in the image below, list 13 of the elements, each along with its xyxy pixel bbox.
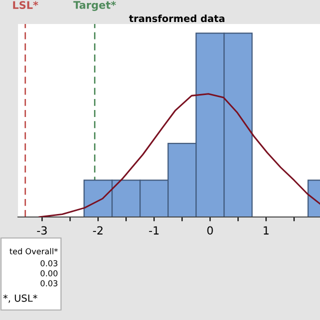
x-tick-label: -1 (149, 226, 159, 234)
chart-title: transformed data (129, 14, 224, 22)
text: *, USL* (3, 294, 38, 303)
text: 0.03 (40, 260, 58, 266)
x-tick-label: 1 (264, 226, 269, 234)
x-tick-label: 0 (207, 226, 213, 235)
text: ted Overall* (10, 248, 58, 254)
text: 0.00 (40, 270, 58, 276)
ref-line-label: Target* (73, 1, 116, 11)
text: 0.03 (40, 280, 58, 286)
ref-line-label: LSL* (13, 1, 38, 9)
x-tick-label: -2 (93, 226, 103, 234)
x-tick-label: -3 (37, 226, 47, 235)
